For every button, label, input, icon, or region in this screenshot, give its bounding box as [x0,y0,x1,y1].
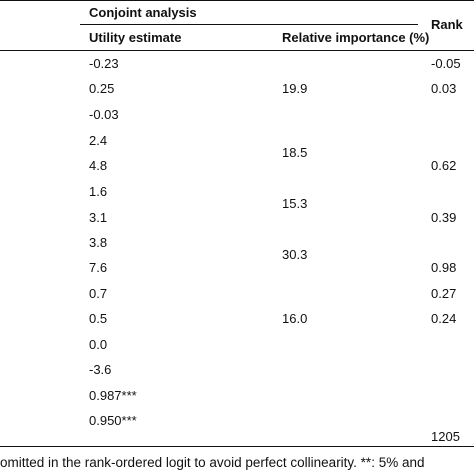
importance-cell: 18.5 [282,145,308,160]
utility-cell: 0.5 [89,311,108,326]
utility-cell: -0.03 [89,107,119,122]
importance-cell: 16.0 [282,311,308,326]
utility-cell: 0.7 [89,286,108,301]
rank-cell: 0.39 [431,210,457,225]
rank-cell: 0.62 [431,158,457,173]
footnote: omitted in the rank-ordered logit to avo… [0,455,425,470]
importance-cell: 15.3 [282,196,308,211]
utility-column-header: Utility estimate [89,30,182,45]
importance-cell: 19.9 [282,81,308,96]
rank-cell: -0.05 [431,56,461,71]
utility-cell: 4.8 [89,158,108,173]
header-rule [0,50,474,51]
rank-cell: 0.03 [431,81,457,96]
rank-cell: 0.24 [431,311,457,326]
rank-cell: 0.98 [431,260,457,275]
utility-cell: 1.6 [89,184,108,199]
utility-cell: 3.1 [89,210,108,225]
rank-cell: 0.27 [431,286,457,301]
utility-cell: 7.6 [89,260,108,275]
importance-column-header: Relative importance (%) [282,30,430,45]
utility-cell: 2.4 [89,133,108,148]
utility-cell: 0.0 [89,337,108,352]
group-underline [80,24,418,25]
utility-cell: 0.950*** [89,413,137,428]
rank-header-partial: Rank [431,17,463,32]
importance-cell: 30.3 [282,247,308,262]
top-rule [0,0,474,1]
bottom-rule [0,446,474,447]
utility-cell: 3.8 [89,235,108,250]
utility-cell: 0.987*** [89,388,137,403]
utility-cell: -3.6 [89,362,112,377]
utility-cell: 0.25 [89,81,115,96]
group-header: Conjoint analysis [89,5,197,20]
rank-cell-bottom: 1205 [431,429,460,444]
utility-cell: -0.23 [89,56,119,71]
